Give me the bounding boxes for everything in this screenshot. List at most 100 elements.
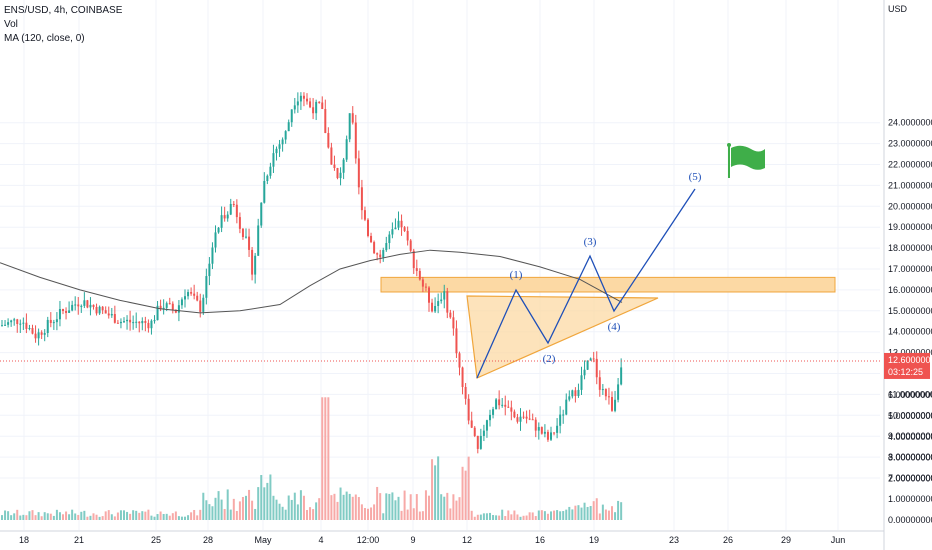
- volume-bar: [19, 515, 22, 520]
- volume-bar: [443, 496, 446, 520]
- volume-bar: [135, 510, 138, 520]
- candle: [144, 316, 147, 332]
- volume-bar: [391, 492, 394, 520]
- volume-bar: [98, 516, 101, 520]
- volume-bar: [113, 516, 116, 520]
- price-tick: 22.00000000: [888, 160, 932, 170]
- volume-bar: [406, 509, 409, 520]
- candle: [604, 388, 607, 401]
- volume-bar: [68, 514, 71, 520]
- volume-bar: [559, 511, 562, 520]
- volume-bar: [324, 397, 327, 520]
- volume-bar: [498, 515, 501, 520]
- candle: [504, 395, 507, 416]
- volume-bar: [71, 509, 74, 520]
- candle: [370, 232, 373, 244]
- volume-bar: [299, 490, 302, 520]
- volume-bar: [241, 496, 244, 520]
- volume-bar: [65, 511, 68, 520]
- candle: [455, 320, 458, 359]
- volume-bar: [522, 515, 525, 520]
- candle: [55, 312, 58, 331]
- volume-bar: [489, 512, 491, 520]
- candle: [577, 383, 580, 398]
- volume-bar: [266, 482, 269, 520]
- volume-bar: [226, 489, 229, 520]
- volume-bar: [190, 512, 193, 520]
- volume-bar: [421, 511, 424, 520]
- candle: [360, 179, 363, 220]
- candle: [113, 305, 116, 324]
- candle: [254, 252, 257, 284]
- candle: [354, 114, 357, 164]
- candle: [196, 291, 199, 302]
- candle: [147, 319, 150, 333]
- volume-bar: [437, 456, 440, 520]
- volume-bar: [586, 506, 589, 520]
- volume-bar: [232, 498, 235, 520]
- volume-bar: [370, 507, 373, 520]
- candle: [269, 162, 272, 179]
- candle: [391, 222, 394, 239]
- volume-bar: [348, 493, 351, 520]
- volume-bar: [424, 490, 427, 520]
- candle: [162, 299, 165, 315]
- volume-bar: [306, 510, 308, 520]
- volume-bar: [196, 515, 199, 520]
- candle: [617, 378, 620, 403]
- volume-bar: [46, 513, 49, 520]
- candle: [62, 308, 64, 315]
- volume-bar: [58, 512, 61, 520]
- candle: [306, 93, 308, 105]
- volume-bar: [543, 511, 546, 520]
- volume-bar: [415, 494, 418, 520]
- candle: [101, 305, 104, 315]
- candle: [74, 296, 77, 311]
- candle: [22, 317, 25, 330]
- volume-bar: [397, 496, 400, 520]
- candle: [406, 226, 409, 246]
- volume-bar: [458, 497, 461, 520]
- candle: [498, 390, 501, 410]
- volume-bar: [144, 511, 147, 520]
- candle: [284, 130, 287, 144]
- candle: [327, 127, 330, 149]
- candle: [40, 330, 43, 340]
- candle: [449, 309, 452, 319]
- candle: [7, 318, 10, 328]
- volume-bar: [217, 491, 220, 520]
- date-tick: 29: [781, 535, 791, 545]
- volume-bar: [138, 512, 141, 520]
- date-tick: 12:00: [357, 535, 380, 545]
- candle: [568, 390, 571, 402]
- candle: [80, 304, 83, 313]
- candle: [153, 315, 156, 324]
- ma-label: MA (120, close, 0): [4, 33, 85, 44]
- candle: [388, 231, 391, 250]
- wave-label: (4): [608, 321, 621, 333]
- volume-bar: [211, 506, 214, 520]
- volume-bar: [461, 466, 464, 520]
- candle: [238, 212, 241, 234]
- volume-bar: [104, 511, 107, 520]
- candle: [275, 146, 278, 161]
- volume-bar: [418, 511, 421, 520]
- volume-bar: [537, 510, 540, 520]
- candle: [339, 167, 342, 186]
- candle: [257, 218, 260, 256]
- candle: [403, 225, 406, 233]
- candle: [586, 360, 589, 371]
- volume-bar: [74, 513, 77, 520]
- volume-bar: [31, 510, 34, 520]
- candle: [534, 417, 537, 438]
- volume-bar: [199, 509, 202, 520]
- candle: [485, 419, 488, 438]
- volume-bar: [177, 516, 180, 520]
- candle: [83, 292, 86, 309]
- candle: [287, 119, 290, 132]
- volume-bar: [214, 497, 217, 520]
- price-tick: 20.00000000: [888, 201, 932, 211]
- volume-bar: [568, 506, 571, 520]
- candle: [31, 324, 34, 335]
